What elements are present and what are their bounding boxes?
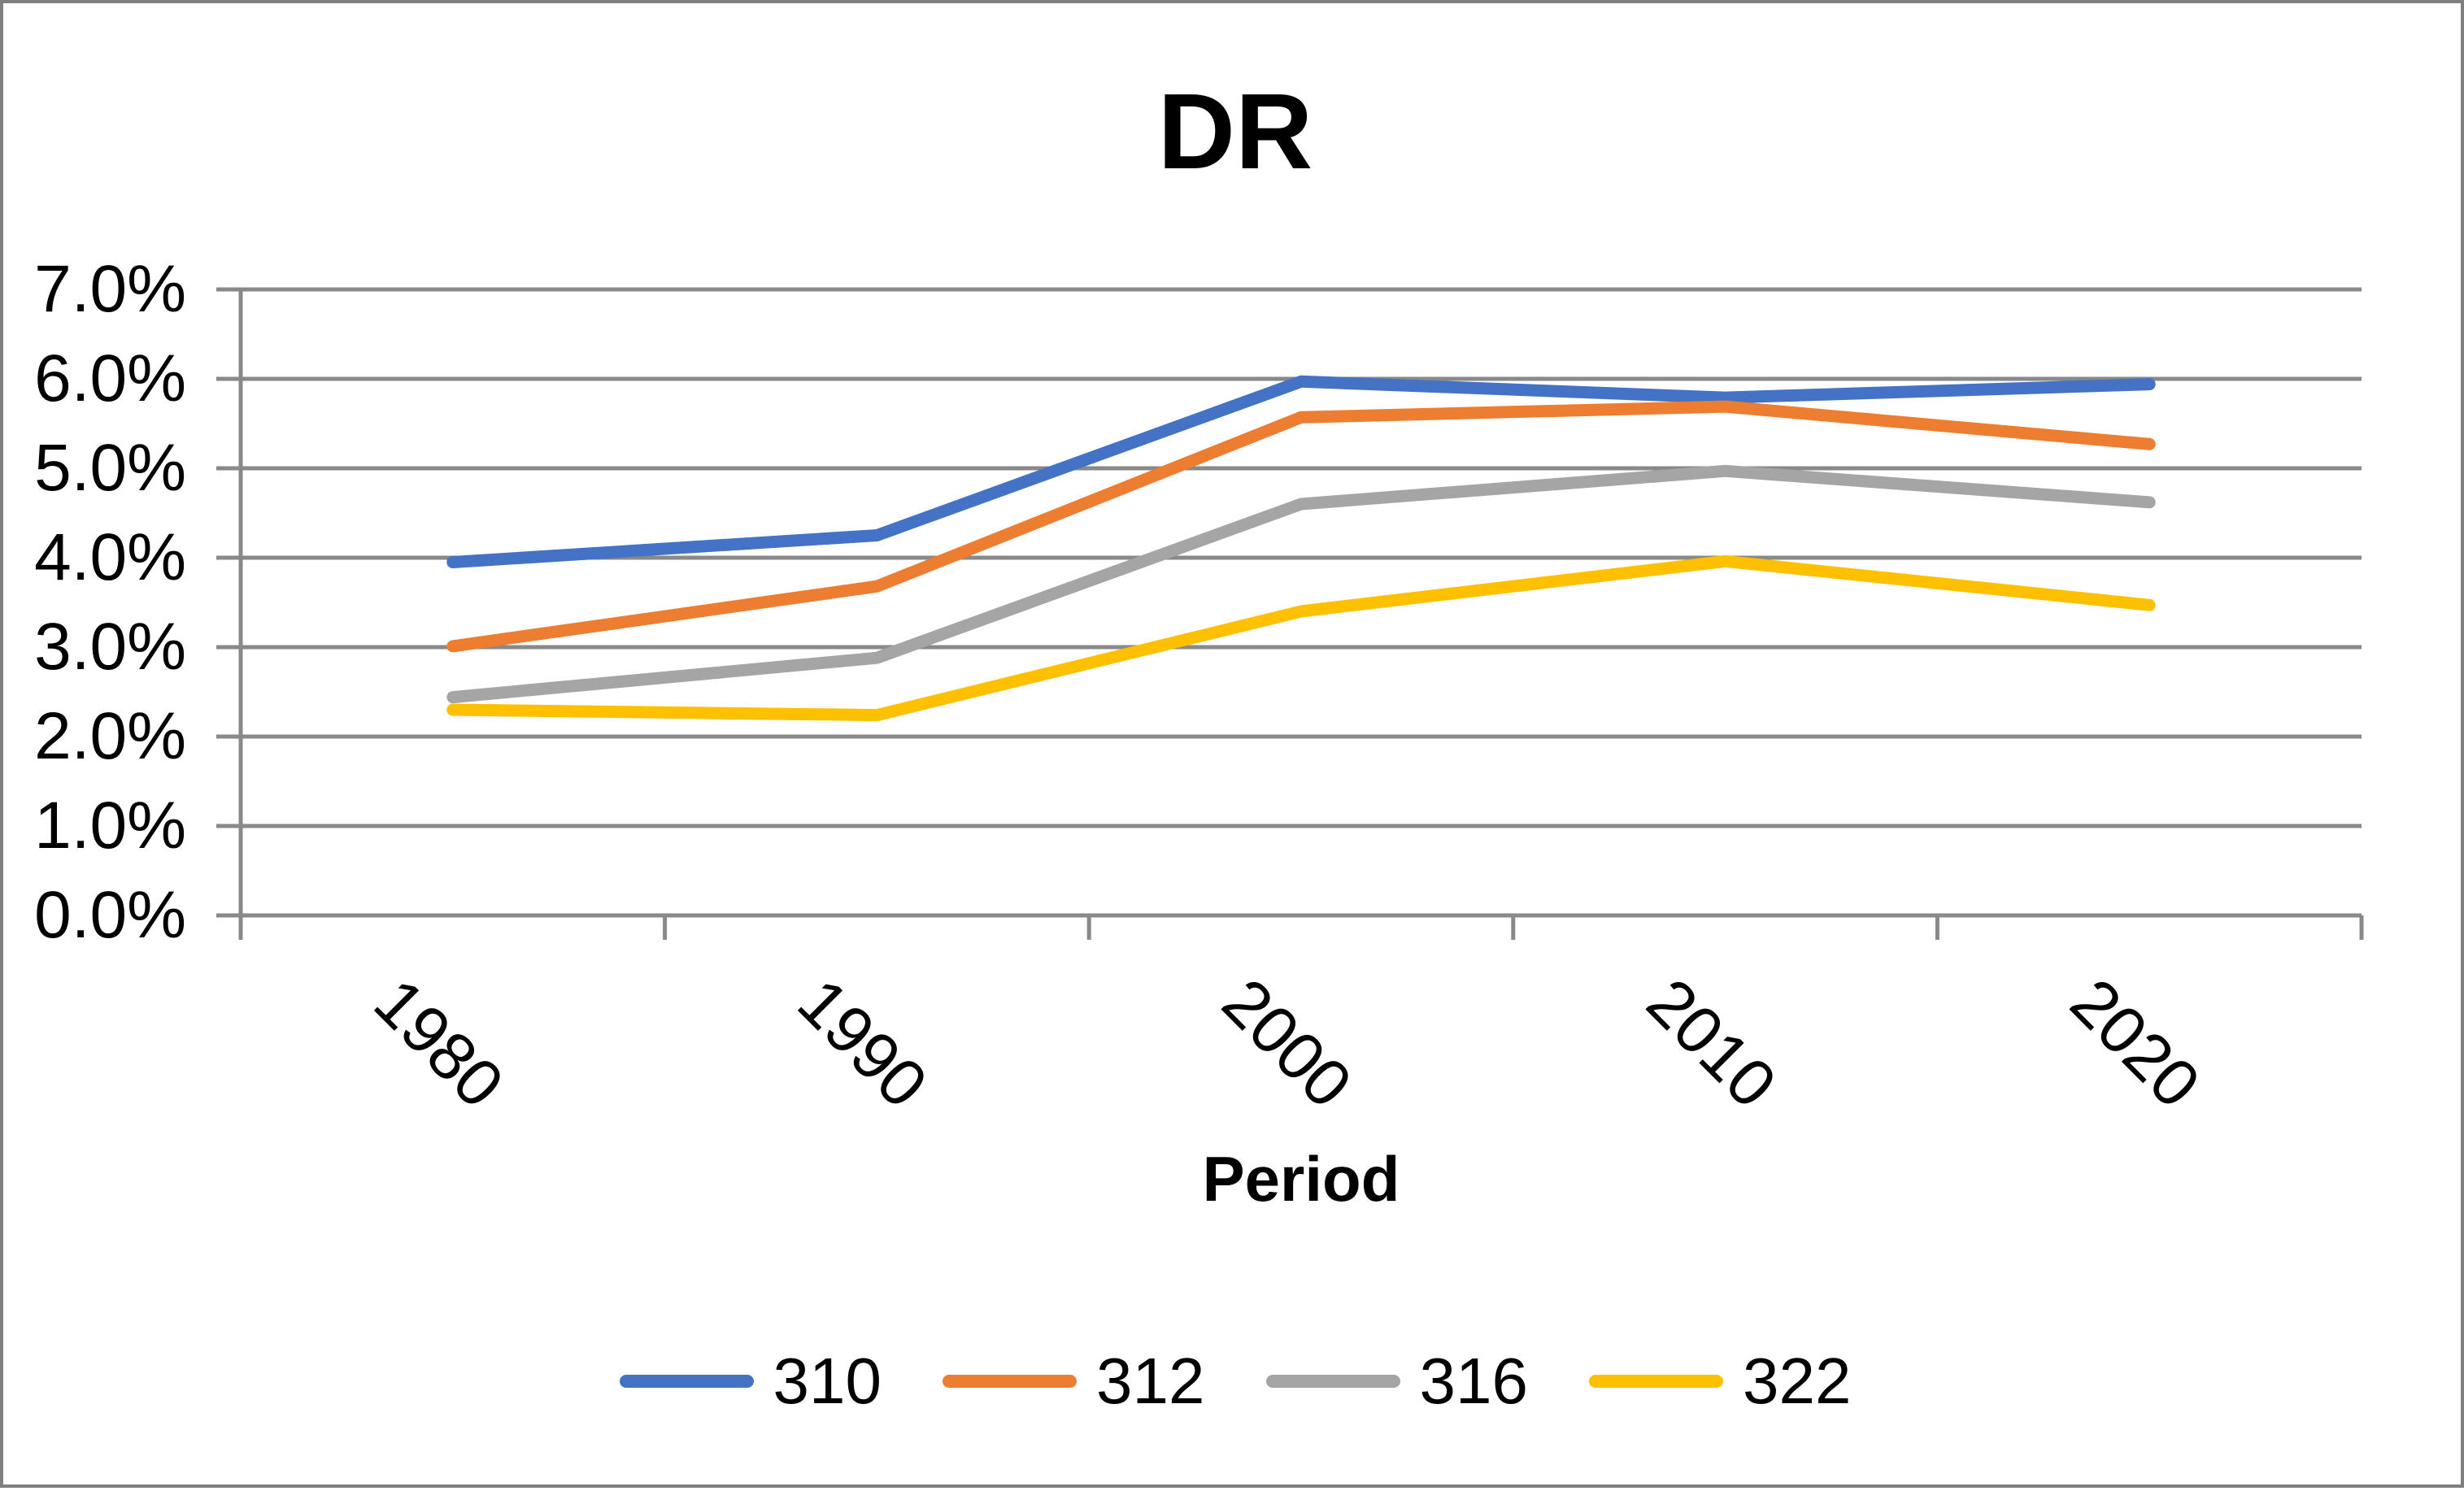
y-axis-tick-label: 7.0% — [34, 252, 186, 326]
legend-label-322: 322 — [1742, 1345, 1852, 1417]
y-axis-tick-label: 3.0% — [34, 610, 186, 684]
legend-swatch-322 — [1588, 1375, 1723, 1388]
y-axis-tick-label: 6.0% — [34, 341, 186, 415]
legend-swatch-312 — [943, 1375, 1077, 1388]
x-axis-title: Period — [1202, 1143, 1400, 1215]
series-line-316 — [446, 464, 2156, 704]
y-axis-tick-label: 1.0% — [34, 789, 186, 863]
legend-item-322: 322 — [1588, 1345, 1852, 1417]
series-line-310 — [446, 375, 2156, 568]
legend-swatch-310 — [619, 1375, 754, 1388]
y-axis-tick-label: 4.0% — [34, 520, 186, 594]
legend-label-316: 316 — [1419, 1345, 1528, 1417]
legend-item-316: 316 — [1265, 1345, 1528, 1417]
series-line-312 — [446, 400, 2156, 653]
legend-item-312: 312 — [943, 1345, 1205, 1417]
legend-swatch-316 — [1265, 1375, 1400, 1388]
legend-label-312: 312 — [1096, 1345, 1205, 1417]
series-line-322 — [446, 554, 2156, 722]
chart-title: DR — [1157, 72, 1313, 191]
plot-svg — [216, 287, 2364, 940]
y-axis-tick-label: 2.0% — [34, 699, 186, 773]
legend-label-310: 310 — [773, 1345, 882, 1417]
y-axis-tick-label: 5.0% — [34, 431, 186, 505]
legend-item-310: 310 — [619, 1345, 882, 1417]
legend: 310 312 316 322 — [3, 1349, 2464, 1414]
y-axis-tick-label: 0.0% — [34, 878, 186, 952]
